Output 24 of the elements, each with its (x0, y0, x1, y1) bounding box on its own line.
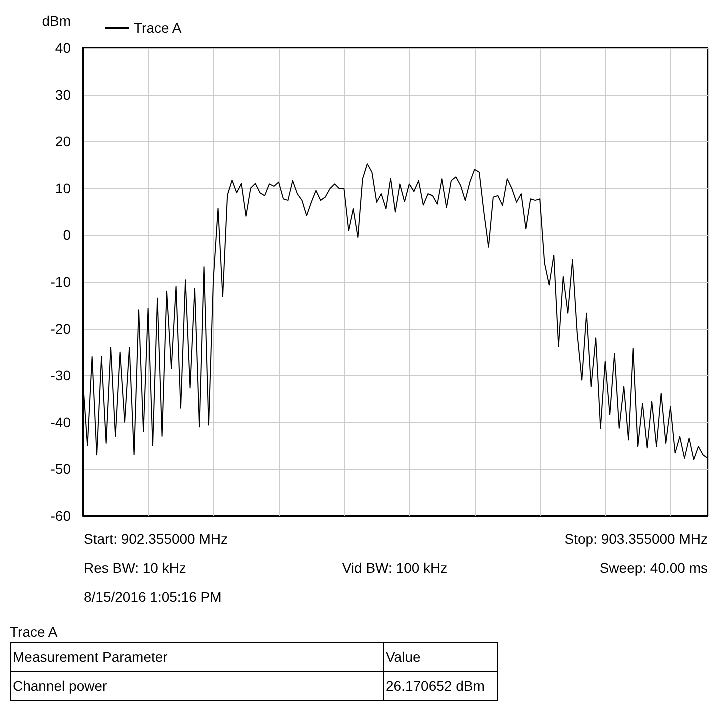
text: 26.170652 dBm (384, 672, 498, 700)
y-tick-label: -40 (50, 414, 72, 430)
y-tick-label: -30 (50, 368, 72, 384)
y-tick-label: 30 (55, 86, 72, 103)
y-tick-label: -20 (50, 320, 72, 337)
y-tick-label: -60 (50, 508, 72, 524)
y-tick-label: -50 (50, 461, 72, 478)
text: Vid BW: 100 kHz (342, 560, 448, 576)
text: 8/15/2016 1:05:16 PM (84, 589, 222, 605)
y-tick-label: 0 (63, 227, 72, 244)
text: Sweep: 40.00 ms (600, 560, 708, 576)
text: Value (384, 642, 498, 672)
text: Channel power (10, 672, 384, 700)
y-tick-label: 20 (55, 134, 72, 150)
y-tick-label: 10 (55, 180, 72, 196)
text: Res BW: 10 kHz (84, 560, 186, 576)
text: Measurement Parameter (10, 642, 384, 672)
y-tick-label: -10 (50, 274, 72, 290)
y-tick-label: 40 (55, 40, 72, 56)
text: Stop: 903.355000 MHz (564, 531, 708, 547)
y-axis-title: dBm (42, 13, 71, 29)
text: Start: 902.355000 MHz (84, 531, 228, 547)
legend-label: Trace A (134, 20, 182, 36)
text: Trace A (10, 624, 58, 640)
